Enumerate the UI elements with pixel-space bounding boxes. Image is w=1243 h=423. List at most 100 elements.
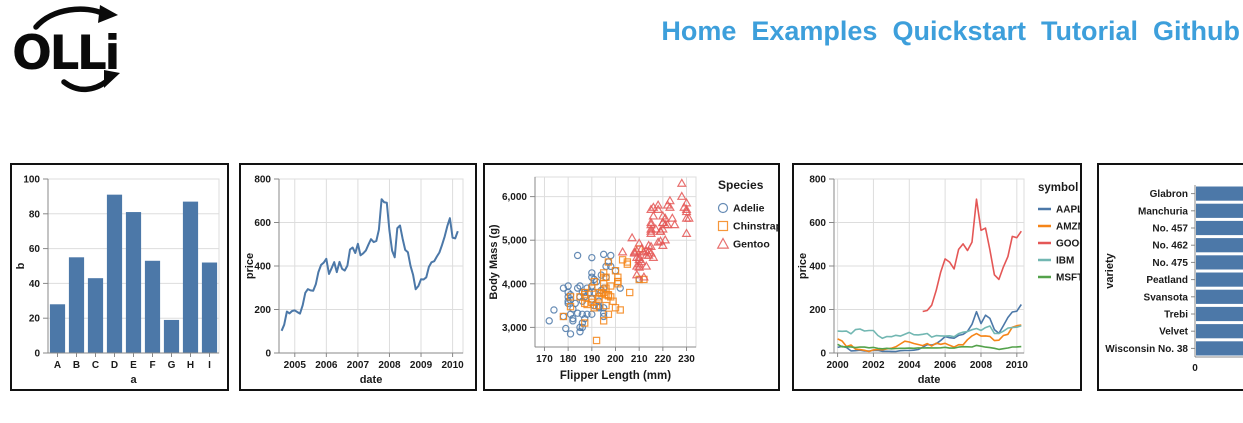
svg-text:price: price xyxy=(797,253,809,279)
logo-text: OLLi xyxy=(12,26,118,81)
stocks-multiline-svg: 2000 2002 2004 2006 2008 2010 0 200 400 600 800 dat… xyxy=(797,175,1080,387)
simple-bar-svg: 0 20 40 60 80 100 A B C D E F G H Ia b xyxy=(15,175,220,386)
svg-text:400: 400 xyxy=(254,262,271,273)
svg-text:IBM: IBM xyxy=(1056,256,1074,267)
svg-text:D: D xyxy=(111,360,118,371)
nav-link-tutorial[interactable]: Tutorial xyxy=(1041,16,1139,46)
svg-text:Adelie: Adelie xyxy=(733,203,765,215)
svg-text:200: 200 xyxy=(607,354,624,365)
svg-text:Chinstrap: Chinstrap xyxy=(733,221,778,233)
svg-text:C: C xyxy=(92,360,99,371)
svg-text:190: 190 xyxy=(583,354,600,365)
svg-text:F: F xyxy=(149,360,155,371)
logo[interactable]: OLLi xyxy=(8,2,158,99)
svg-text:Flipper Length (mm): Flipper Length (mm) xyxy=(560,370,671,382)
svg-text:date: date xyxy=(360,374,383,386)
svg-text:Manchuria: Manchuria xyxy=(1138,206,1188,217)
svg-text:20: 20 xyxy=(29,314,41,325)
svg-text:GOOG: GOOG xyxy=(1056,239,1080,250)
logo-top-arrowhead xyxy=(98,5,118,23)
svg-text:a: a xyxy=(130,374,137,386)
svg-text:0: 0 xyxy=(265,349,271,360)
svg-text:180: 180 xyxy=(560,354,577,365)
svg-text:No. 457: No. 457 xyxy=(1152,224,1188,235)
svg-text:B: B xyxy=(73,360,80,371)
svg-text:date: date xyxy=(918,374,941,386)
svg-text:b: b xyxy=(15,262,27,269)
svg-text:200: 200 xyxy=(809,305,826,316)
svg-text:2000: 2000 xyxy=(826,360,849,371)
svg-text:2010: 2010 xyxy=(441,360,464,371)
svg-text:Trebi: Trebi xyxy=(1164,310,1188,321)
nav-link-home[interactable]: Home xyxy=(661,16,737,46)
svg-text:0: 0 xyxy=(34,349,40,360)
logo-graphic: OLLi xyxy=(12,5,120,93)
svg-text:230: 230 xyxy=(678,354,695,365)
thumbnail-stocks-multiline-chart[interactable]: 2000 2002 2004 2006 2008 2010 0 200 400 600 800 dat… xyxy=(792,163,1082,391)
svg-text:2007: 2007 xyxy=(347,360,370,371)
svg-text:800: 800 xyxy=(809,175,826,186)
svg-text:Velvet: Velvet xyxy=(1159,327,1189,338)
svg-text:220: 220 xyxy=(655,354,672,365)
svg-text:MSFT: MSFT xyxy=(1056,273,1080,284)
thumbnail-penguins-scatter-chart[interactable]: 170 180 190 200 210 220 230 3,000 4,000 5,000 6,00… xyxy=(483,163,780,391)
svg-text:E: E xyxy=(130,360,137,371)
svg-text:Body Mass (g): Body Mass (g) xyxy=(488,224,500,300)
svg-text:G: G xyxy=(168,360,176,371)
svg-text:0: 0 xyxy=(820,349,826,360)
svg-text:2009: 2009 xyxy=(410,360,433,371)
logo-top-arrow xyxy=(33,6,107,30)
nav-link-quickstart[interactable]: Quickstart xyxy=(892,16,1027,46)
svg-text:2008: 2008 xyxy=(970,360,993,371)
main-nav: Home Examples Quickstart Tutorial Github xyxy=(661,16,1240,47)
svg-text:2006: 2006 xyxy=(934,360,957,371)
thumbnail-barley-bar-chart[interactable]: Glabron Manchuria No. 457 No. 462 No. 475 Pea… xyxy=(1097,163,1243,391)
svg-text:price: price xyxy=(244,253,256,279)
svg-text:5,000: 5,000 xyxy=(502,236,527,247)
svg-text:3,000: 3,000 xyxy=(502,323,527,334)
svg-text:2004: 2004 xyxy=(898,360,921,371)
svg-text:4,000: 4,000 xyxy=(502,279,527,290)
svg-text:80: 80 xyxy=(29,209,41,220)
svg-text:Svansota: Svansota xyxy=(1144,292,1189,303)
svg-text:600: 600 xyxy=(809,218,826,229)
nav-link-examples[interactable]: Examples xyxy=(751,16,878,46)
svg-text:800: 800 xyxy=(254,175,271,186)
svg-text:variety: variety xyxy=(1104,252,1116,288)
barley-horizontal-bar-svg: Glabron Manchuria No. 457 No. 462 No. 475 Pea… xyxy=(1104,185,1243,374)
svg-text:AMZN: AMZN xyxy=(1056,222,1080,233)
svg-text:2005: 2005 xyxy=(284,360,307,371)
svg-text:0: 0 xyxy=(1192,363,1198,374)
svg-text:H: H xyxy=(187,360,194,371)
penguins-scatter-svg: 170 180 190 200 210 220 230 3,000 4,000 5,000 6,00… xyxy=(488,176,778,382)
svg-text:Species: Species xyxy=(718,178,764,192)
svg-text:AAPL: AAPL xyxy=(1056,205,1080,216)
nav-link-github[interactable]: Github xyxy=(1153,16,1240,46)
svg-text:170: 170 xyxy=(536,354,553,365)
svg-text:210: 210 xyxy=(631,354,648,365)
svg-text:6,000: 6,000 xyxy=(502,192,527,203)
svg-text:Gentoo: Gentoo xyxy=(733,239,770,251)
svg-text:Glabron: Glabron xyxy=(1150,189,1188,200)
svg-text:Wisconsin No. 38: Wisconsin No. 38 xyxy=(1105,344,1188,355)
svg-text:60: 60 xyxy=(29,244,41,255)
svg-text:No. 462: No. 462 xyxy=(1152,241,1188,252)
svg-text:2006: 2006 xyxy=(315,360,338,371)
logo-bottom-arrow xyxy=(61,78,110,93)
svg-text:Peatland: Peatland xyxy=(1146,275,1188,286)
logo-bottom-arrowhead xyxy=(104,70,120,88)
svg-text:symbol: symbol xyxy=(1038,182,1078,194)
svg-text:I: I xyxy=(208,360,211,371)
svg-text:2008: 2008 xyxy=(378,360,401,371)
svg-text:2010: 2010 xyxy=(1006,360,1029,371)
svg-text:40: 40 xyxy=(29,279,41,290)
svg-text:100: 100 xyxy=(23,175,40,186)
thumbnail-goog-line-chart[interactable]: 2005 2006 2007 2008 2009 2010 0 200 400 600 800 dat… xyxy=(239,163,477,391)
svg-text:200: 200 xyxy=(254,305,271,316)
goog-price-line-svg: 2005 2006 2007 2008 2009 2010 0 200 400 600 800 dat… xyxy=(244,175,464,387)
svg-text:No. 475: No. 475 xyxy=(1152,258,1188,269)
svg-text:A: A xyxy=(54,360,61,371)
svg-text:600: 600 xyxy=(254,218,271,229)
svg-text:2002: 2002 xyxy=(862,360,885,371)
